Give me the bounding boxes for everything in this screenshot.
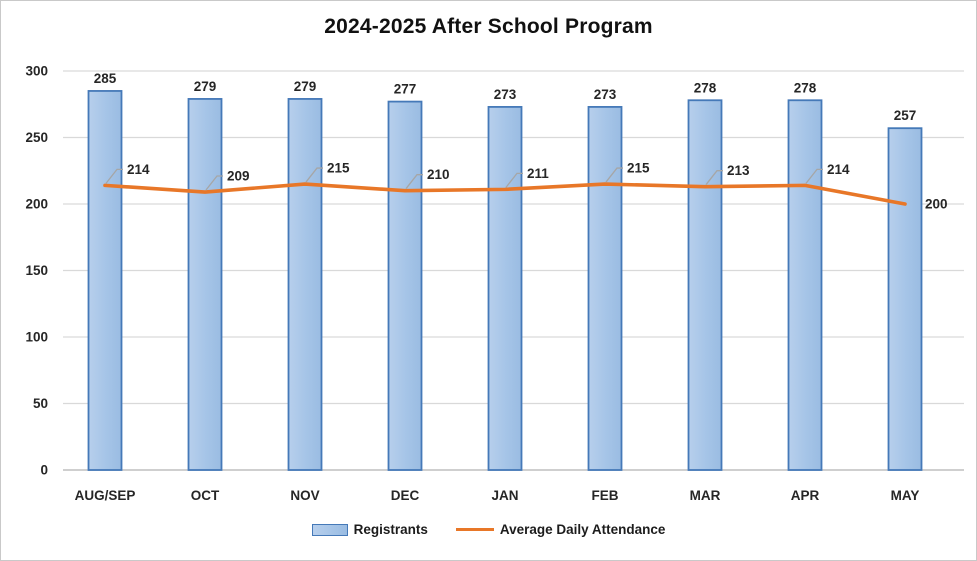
bar-AUG/SEP bbox=[87, 90, 123, 471]
line-value-label-MAR: 213 bbox=[727, 163, 750, 178]
legend-item-attendance: Average Daily Attendance bbox=[455, 522, 666, 537]
y-tick-label-300: 300 bbox=[25, 64, 48, 79]
x-axis-label-AUG/SEP: AUG/SEP bbox=[75, 488, 136, 503]
y-tick-label-50: 50 bbox=[33, 396, 48, 411]
line-value-label-FEB: 215 bbox=[627, 161, 650, 176]
bar-APR bbox=[787, 99, 823, 471]
bar-MAR bbox=[687, 99, 723, 471]
line-value-label-NOV: 215 bbox=[327, 161, 350, 176]
bar-JAN bbox=[487, 106, 523, 471]
line-value-label-DEC: 210 bbox=[427, 167, 450, 182]
line-value-label-OCT: 209 bbox=[227, 169, 250, 184]
leader-line-FEB bbox=[605, 167, 623, 183]
bar-OCT bbox=[187, 98, 223, 471]
x-axis-label-JAN: JAN bbox=[491, 488, 518, 503]
bar-value-label-AUG/SEP: 285 bbox=[94, 71, 117, 86]
x-axis-label-MAY: MAY bbox=[891, 488, 920, 503]
bar-NOV bbox=[287, 98, 323, 471]
y-tick-label-200: 200 bbox=[25, 197, 48, 212]
bar-value-label-NOV: 279 bbox=[294, 79, 317, 94]
legend-label-registrants: Registrants bbox=[353, 522, 428, 537]
leader-line-AUG/SEP bbox=[105, 168, 123, 184]
y-tick-label-0: 0 bbox=[40, 463, 48, 478]
bar-value-label-DEC: 277 bbox=[394, 82, 417, 97]
bar-value-label-MAY: 257 bbox=[894, 108, 917, 123]
leader-line-JAN bbox=[505, 172, 523, 188]
bar-value-label-JAN: 273 bbox=[494, 87, 517, 102]
leader-line-OCT bbox=[205, 175, 223, 191]
x-axis-label-NOV: NOV bbox=[290, 488, 319, 503]
line-value-label-AUG/SEP: 214 bbox=[127, 162, 150, 177]
leader-line-MAR bbox=[705, 170, 723, 186]
leader-line-DEC bbox=[405, 174, 423, 190]
leader-line-APR bbox=[805, 168, 823, 184]
y-tick-label-150: 150 bbox=[25, 263, 48, 278]
bar-value-label-MAR: 278 bbox=[694, 80, 717, 95]
bar-value-label-OCT: 279 bbox=[194, 79, 217, 94]
x-axis-label-APR: APR bbox=[791, 488, 820, 503]
bar-FEB bbox=[587, 106, 623, 471]
bar-DEC bbox=[387, 100, 423, 471]
line-value-label-MAY: 200 bbox=[925, 197, 948, 212]
line-swatch-icon bbox=[455, 527, 494, 532]
attendance-line bbox=[103, 182, 907, 206]
bar-value-label-FEB: 273 bbox=[594, 87, 617, 102]
bar-MAY bbox=[887, 127, 923, 471]
line-value-label-APR: 214 bbox=[827, 162, 850, 177]
x-axis-label-MAR: MAR bbox=[690, 488, 721, 503]
legend-item-registrants: Registrants bbox=[311, 522, 428, 537]
line-value-label-JAN: 211 bbox=[527, 166, 549, 181]
y-tick-label-250: 250 bbox=[25, 130, 48, 145]
chart-title: 2024-2025 After School Program bbox=[324, 15, 653, 38]
y-tick-label-100: 100 bbox=[25, 330, 48, 345]
x-axis-label-FEB: FEB bbox=[592, 488, 619, 503]
bar-value-label-APR: 278 bbox=[794, 80, 817, 95]
chart-legend: Registrants Average Daily Attendance bbox=[1, 522, 976, 537]
bar-swatch-icon bbox=[311, 523, 348, 536]
leader-line-NOV bbox=[305, 167, 323, 183]
legend-label-attendance: Average Daily Attendance bbox=[499, 522, 666, 537]
x-axis-label-OCT: OCT bbox=[191, 488, 220, 503]
x-axis-label-DEC: DEC bbox=[391, 488, 420, 503]
